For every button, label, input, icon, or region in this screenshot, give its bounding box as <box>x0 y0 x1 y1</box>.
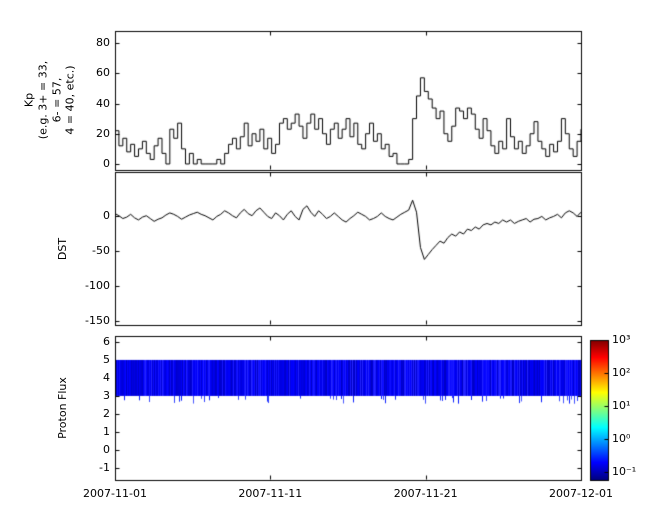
proton-ytick-label: 4 <box>103 370 110 384</box>
x-tick-label: 2007-12-01 <box>549 487 613 500</box>
dst-ytick-label: 0 <box>103 208 110 222</box>
proton-ytick-label: 1 <box>103 424 110 438</box>
kp-ytick-label: 80 <box>96 36 110 50</box>
proton-ytick-label: 6 <box>103 334 110 348</box>
kp-ytick-label: 0 <box>103 156 110 170</box>
kp-ytick-label: 20 <box>96 126 110 140</box>
proton-ytick-label: 3 <box>103 388 110 402</box>
proton-ytick-label: 5 <box>103 352 110 366</box>
x-tick-label: 2007-11-11 <box>238 487 303 500</box>
dst-ytick-label: -150 <box>85 314 110 328</box>
colorbar-tick-label: 10¹ <box>612 398 631 412</box>
colorbar-tick-label: 10⁰ <box>612 431 631 445</box>
proton-ytick-label: 2 <box>103 406 110 420</box>
proton-ytick-label: 0 <box>103 442 110 456</box>
x-tick-label: 2007-11-01 <box>83 487 147 500</box>
proton-ytick-label: -1 <box>99 460 110 474</box>
dst-ytick-label: -100 <box>85 279 110 293</box>
kp-ytick-label: 60 <box>96 66 110 80</box>
kp-ytick-label: 40 <box>96 96 110 110</box>
colorbar-tick-label: 10² <box>612 365 631 379</box>
colorbar-tick-label: 10⁻¹ <box>612 464 637 478</box>
colorbar-tick-label: 10³ <box>612 333 631 346</box>
dst-ytick-label: -50 <box>92 243 110 257</box>
x-tick-label: 2007-11-21 <box>393 487 458 500</box>
